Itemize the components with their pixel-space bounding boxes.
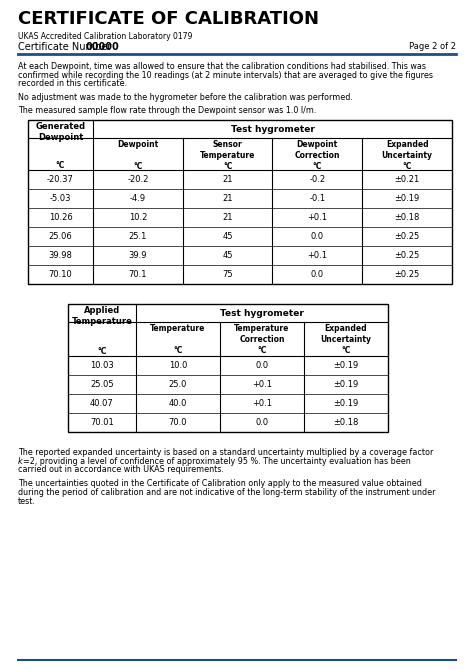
Text: 21: 21: [222, 213, 233, 222]
Text: 70.01: 70.01: [90, 418, 114, 427]
Text: carried out in accordance with UKAS requirements.: carried out in accordance with UKAS requ…: [18, 465, 224, 474]
Bar: [68, 304, 388, 432]
Text: Expanded
Uncertainty
°C: Expanded Uncertainty °C: [382, 140, 433, 172]
Text: Dewpoint

°C: Dewpoint °C: [117, 140, 158, 172]
Text: Test hygrometer: Test hygrometer: [220, 309, 304, 318]
Text: The measured sample flow rate through the Dewpoint sensor was 1.0 l/m.: The measured sample flow rate through th…: [18, 106, 316, 115]
Text: 0.0: 0.0: [311, 270, 324, 279]
Text: °C: °C: [56, 161, 65, 170]
Text: 25.0: 25.0: [169, 380, 187, 389]
Text: ±0.19: ±0.19: [333, 380, 359, 389]
Text: 70.10: 70.10: [49, 270, 73, 279]
Text: 25.06: 25.06: [49, 232, 73, 241]
Text: The reported expanded uncertainty is based on a standard uncertainty multiplied : The reported expanded uncertainty is bas…: [18, 448, 433, 457]
Text: No adjustment was made to the hygrometer before the calibration was performed.: No adjustment was made to the hygrometer…: [18, 92, 353, 101]
Text: 0.0: 0.0: [255, 361, 269, 370]
Text: Dewpoint
Correction
°C: Dewpoint Correction °C: [295, 140, 340, 172]
Text: 10.26: 10.26: [49, 213, 73, 222]
Text: 45: 45: [222, 232, 233, 241]
Text: 0.0: 0.0: [311, 232, 324, 241]
Text: Temperature
Correction
°C: Temperature Correction °C: [234, 324, 290, 355]
Bar: [28, 120, 452, 284]
Text: Page 2 of 2: Page 2 of 2: [409, 42, 456, 51]
Text: ±0.18: ±0.18: [394, 213, 420, 222]
Text: 10.2: 10.2: [128, 213, 147, 222]
Text: 25.05: 25.05: [90, 380, 114, 389]
Text: -20.2: -20.2: [127, 175, 148, 184]
Text: -20.37: -20.37: [47, 175, 74, 184]
Text: 00000: 00000: [86, 42, 120, 52]
Text: 21: 21: [222, 194, 233, 203]
Text: 75: 75: [222, 270, 233, 279]
Text: Applied
Temperature: Applied Temperature: [72, 306, 132, 326]
Text: Certificate Number: Certificate Number: [18, 42, 111, 52]
Text: Sensor
Temperature
°C: Sensor Temperature °C: [200, 140, 255, 172]
Text: -0.2: -0.2: [310, 175, 326, 184]
Text: +0.1: +0.1: [307, 251, 328, 260]
Text: 45: 45: [222, 251, 233, 260]
Text: confirmed while recording the 10 readings (at 2 minute intervals) that are avera: confirmed while recording the 10 reading…: [18, 70, 433, 80]
Text: ±0.19: ±0.19: [333, 361, 359, 370]
Text: Expanded
Uncertainty
°C: Expanded Uncertainty °C: [320, 324, 372, 355]
Text: 10.0: 10.0: [169, 361, 187, 370]
Text: test.: test.: [18, 496, 36, 505]
Text: °C: °C: [97, 347, 107, 356]
Text: 39.98: 39.98: [48, 251, 73, 260]
Text: -4.9: -4.9: [130, 194, 146, 203]
Text: The uncertainties quoted in the Certificate of Calibration only apply to the mea: The uncertainties quoted in the Certific…: [18, 480, 422, 488]
Text: 21: 21: [222, 175, 233, 184]
Text: -0.1: -0.1: [310, 194, 326, 203]
Text: At each Dewpoint, time was allowed to ensure that the calibration conditions had: At each Dewpoint, time was allowed to en…: [18, 62, 426, 71]
Text: 25.1: 25.1: [128, 232, 147, 241]
Text: ±0.21: ±0.21: [394, 175, 420, 184]
Text: +0.1: +0.1: [252, 380, 272, 389]
Text: ±0.25: ±0.25: [394, 270, 420, 279]
Text: 70.0: 70.0: [169, 418, 187, 427]
Text: CERTIFICATE OF CALIBRATION: CERTIFICATE OF CALIBRATION: [18, 10, 319, 28]
Text: Generated
Dewpoint: Generated Dewpoint: [36, 122, 86, 142]
Text: k: k: [18, 456, 23, 466]
Text: recorded in this certificate.: recorded in this certificate.: [18, 79, 127, 88]
Text: Temperature

°C: Temperature °C: [150, 324, 206, 355]
Text: +0.1: +0.1: [307, 213, 328, 222]
Text: 39.9: 39.9: [128, 251, 147, 260]
Text: 40.0: 40.0: [169, 399, 187, 408]
Text: UKAS Accredited Calibration Laboratory 0179: UKAS Accredited Calibration Laboratory 0…: [18, 32, 192, 41]
Text: ±0.25: ±0.25: [394, 232, 420, 241]
Text: 40.07: 40.07: [90, 399, 114, 408]
Text: =2, providing a level of confidence of approximately 95 %. The uncertainty evalu: =2, providing a level of confidence of a…: [24, 456, 411, 466]
Text: ±0.25: ±0.25: [394, 251, 420, 260]
Text: +0.1: +0.1: [252, 399, 272, 408]
Text: 10.03: 10.03: [90, 361, 114, 370]
Text: 0.0: 0.0: [255, 418, 269, 427]
Text: Test hygrometer: Test hygrometer: [230, 125, 314, 134]
Text: ±0.19: ±0.19: [333, 399, 359, 408]
Text: ±0.19: ±0.19: [394, 194, 420, 203]
Text: -5.03: -5.03: [50, 194, 71, 203]
Text: ±0.18: ±0.18: [333, 418, 359, 427]
Text: during the period of calibration and are not indicative of the long-term stabili: during the period of calibration and are…: [18, 488, 436, 497]
Text: 70.1: 70.1: [128, 270, 147, 279]
